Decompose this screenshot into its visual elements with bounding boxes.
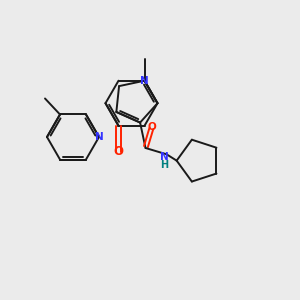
Text: O: O (113, 145, 124, 158)
Text: N: N (160, 152, 169, 162)
Text: O: O (148, 122, 156, 132)
Text: N: N (140, 76, 149, 86)
Text: H: H (160, 160, 169, 170)
Text: N: N (94, 132, 103, 142)
